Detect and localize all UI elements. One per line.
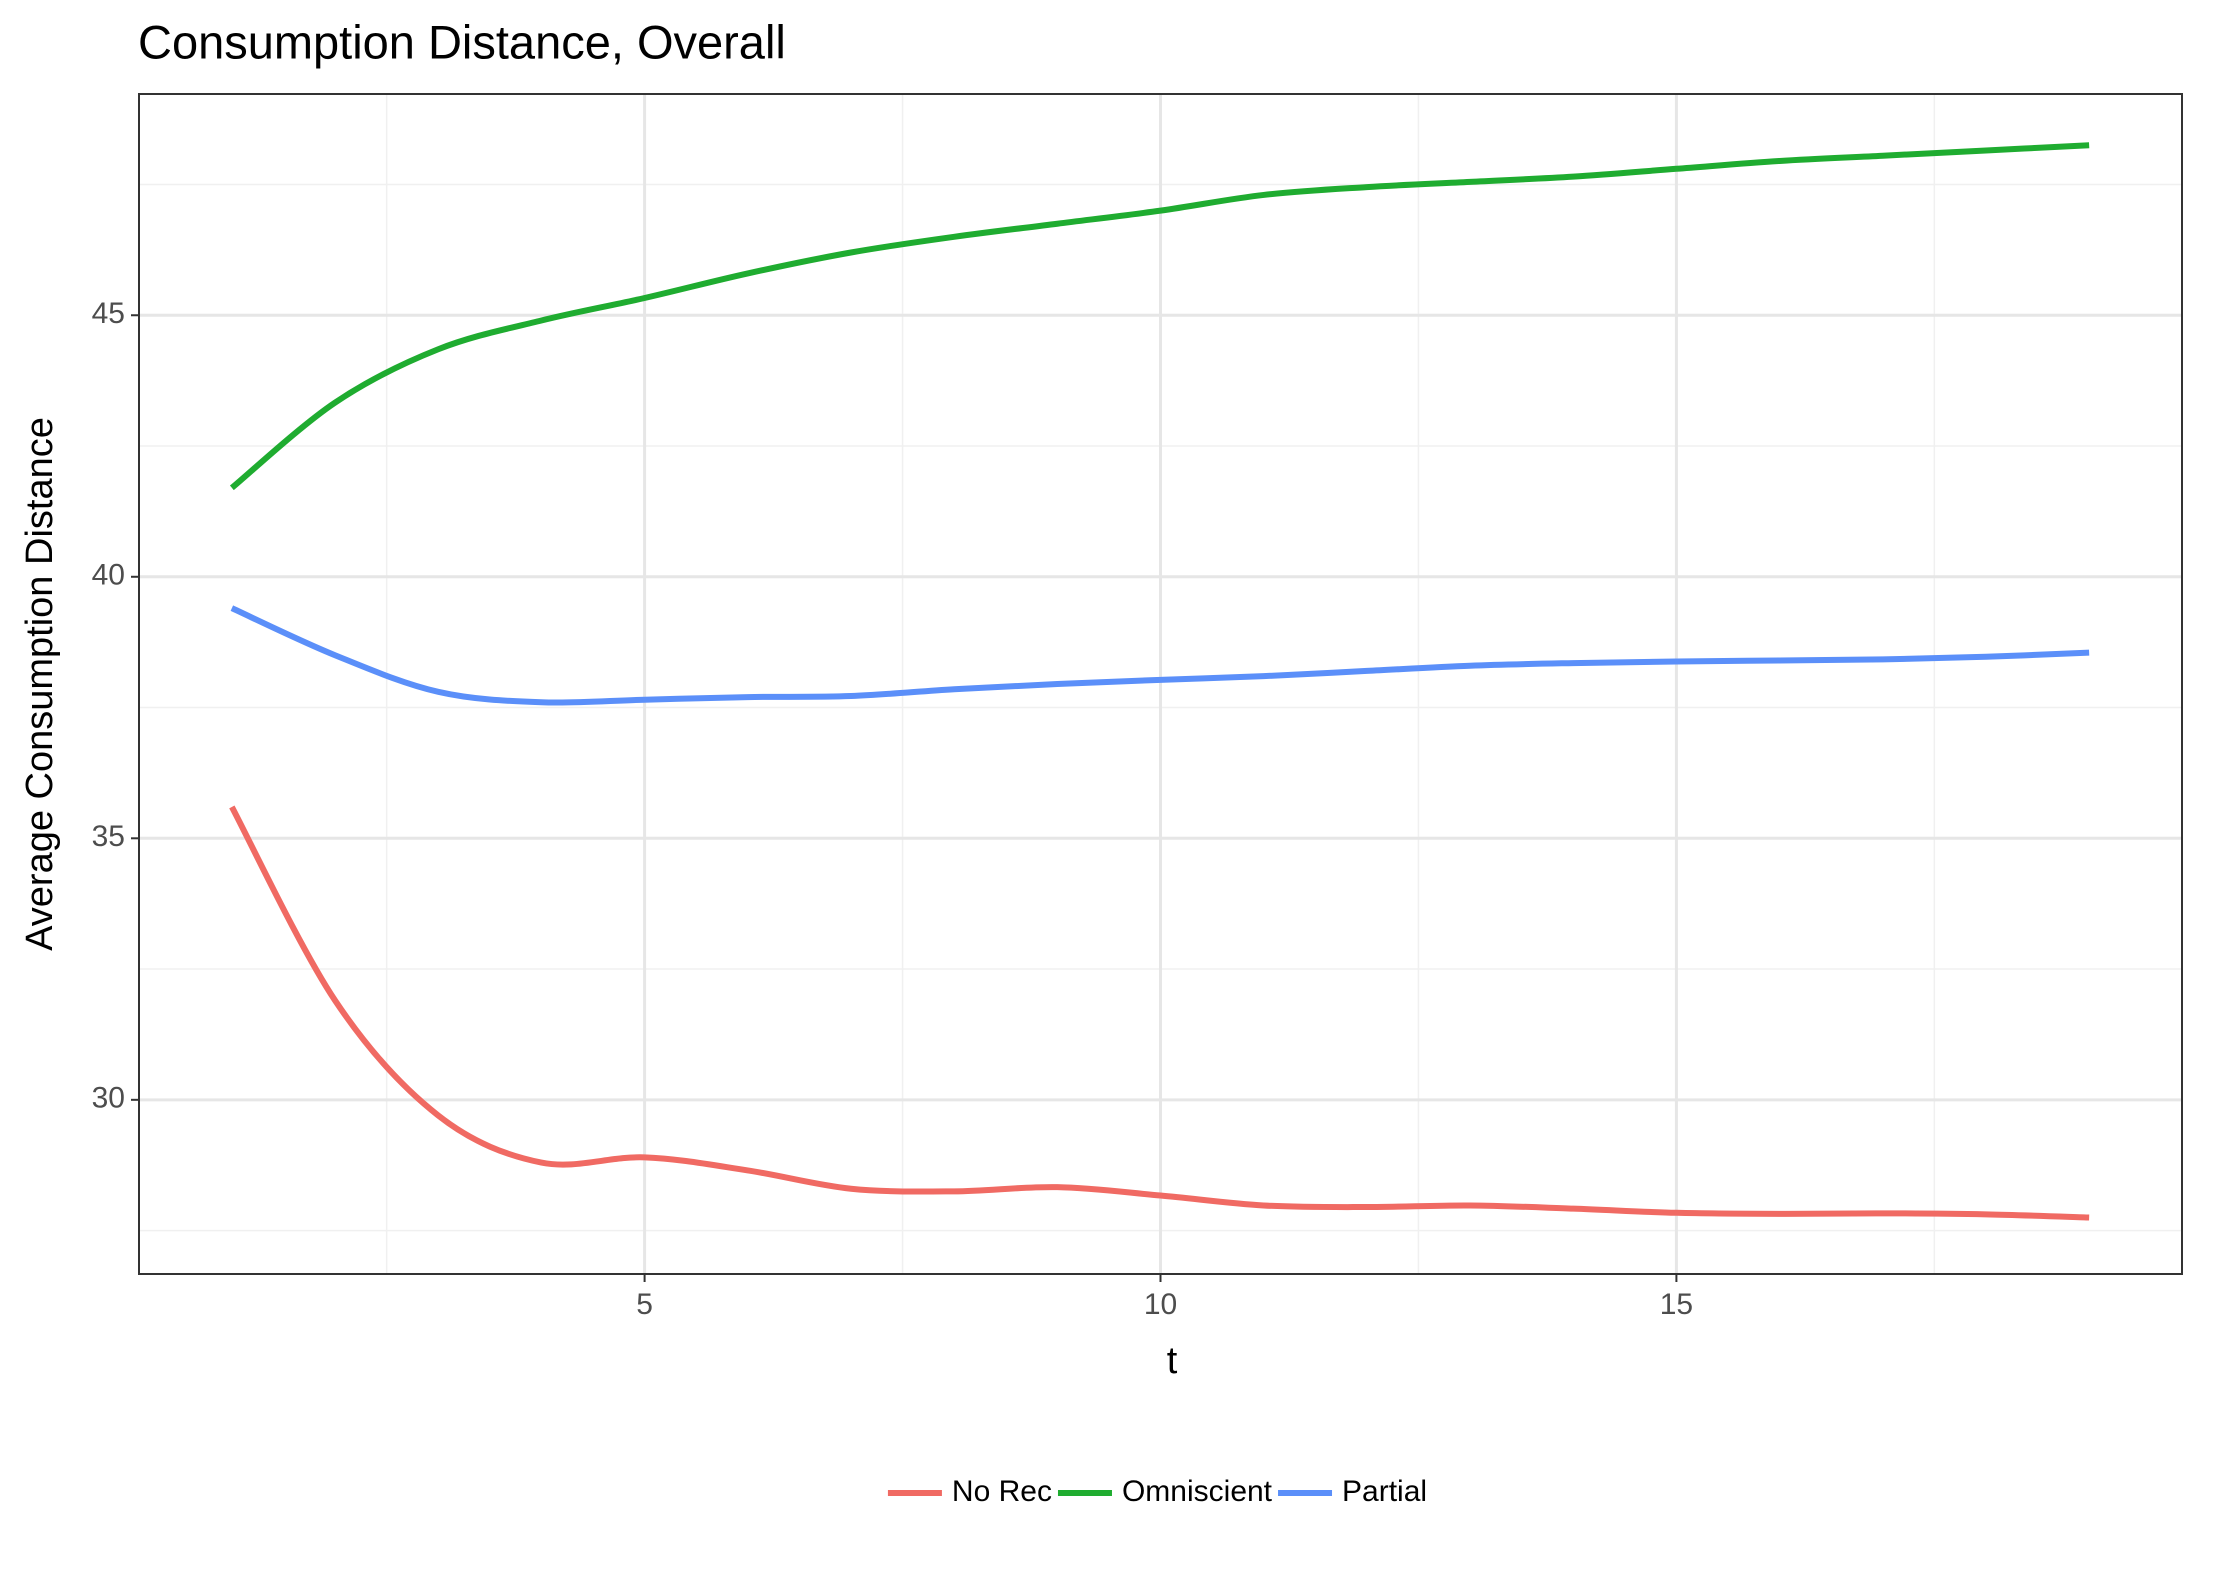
y-tick-label: 40 xyxy=(92,559,125,592)
legend-label: Partial xyxy=(1342,1475,1427,1508)
line-series xyxy=(229,805,2090,1221)
plot-border xyxy=(138,93,2183,1275)
y-tick-label: 45 xyxy=(92,297,125,330)
x-tick-label: 5 xyxy=(636,1288,653,1321)
legend-label: No Rec xyxy=(952,1475,1052,1508)
y-tick-label: 35 xyxy=(92,820,125,853)
x-axis-title: t xyxy=(1167,1340,1178,1382)
x-tick-label: 10 xyxy=(1144,1288,1177,1321)
line-series xyxy=(229,142,2090,491)
chart-title: Consumption Distance, Overall xyxy=(138,15,786,68)
line-series xyxy=(230,605,2090,706)
y-tick-label: 30 xyxy=(92,1082,125,1115)
legend-label: Omniscient xyxy=(1122,1475,1273,1508)
y-axis-title: Average Consumption Distance xyxy=(19,417,61,951)
legend: No Rec Omniscient Partial xyxy=(887,1475,1427,1508)
x-tick-label: 15 xyxy=(1660,1288,1693,1321)
